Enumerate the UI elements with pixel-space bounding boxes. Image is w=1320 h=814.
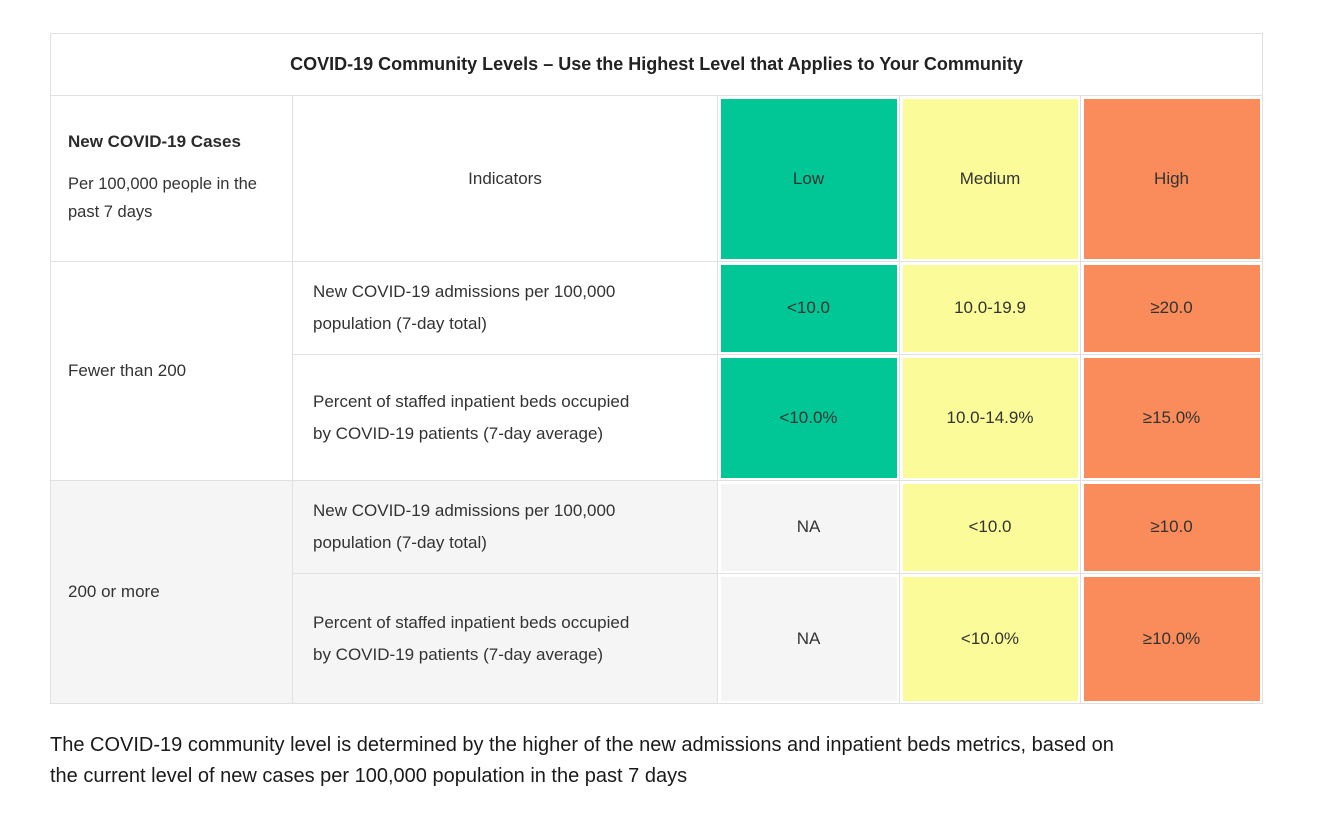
- indicator-cell: New COVID-19 admissions per 100,000 popu…: [292, 480, 718, 574]
- table-row: Percent of staffed inpatient beds occupi…: [51, 573, 1264, 704]
- community-levels-table: COVID-19 Community Levels – Use the High…: [49, 33, 1264, 704]
- indicator-text: New COVID-19 admissions per 100,000 popu…: [313, 501, 616, 552]
- cases-header-subtitle: Per 100,000 people in the past 7 days: [68, 174, 257, 221]
- cases-header-cell: New COVID-19 Cases Per 100,000 people in…: [50, 95, 293, 262]
- value-cell-medium: <10.0%: [899, 573, 1081, 704]
- indicators-header-cell: Indicators: [292, 95, 718, 262]
- table-row: Percent of staffed inpatient beds occupi…: [51, 354, 1264, 481]
- row-group-label-200-or-more: 200 or more: [50, 480, 293, 704]
- table-title: COVID-19 Community Levels – Use the High…: [49, 33, 1264, 96]
- indicator-cell: New COVID-19 admissions per 100,000 popu…: [292, 261, 718, 355]
- value-cell-high: ≥20.0: [1079, 261, 1264, 355]
- level-header-low: Low: [717, 95, 900, 262]
- value-cell-low: <10.0%: [717, 354, 900, 481]
- footnote-line-1: The COVID-19 community level is determin…: [50, 734, 1114, 756]
- indicator-cell: Percent of staffed inpatient beds occupi…: [292, 573, 718, 704]
- value-cell-medium: 10.0-14.9%: [899, 354, 1081, 481]
- footnote: The COVID-19 community level is determin…: [50, 730, 1250, 792]
- value-cell-low: <10.0: [717, 261, 900, 355]
- value-cell-low-na: NA: [717, 480, 900, 574]
- level-header-high: High: [1079, 95, 1264, 262]
- table-row: 200 or more New COVID-19 admissions per …: [50, 480, 1264, 704]
- table-header-row: New COVID-19 Cases Per 100,000 people in…: [50, 95, 1264, 262]
- value-cell-high: ≥10.0: [1079, 480, 1264, 574]
- indicator-text: Percent of staffed inpatient beds occupi…: [313, 612, 630, 664]
- table-row: Fewer than 200 New COVID-19 admissions p…: [50, 261, 1264, 481]
- indicator-text: Percent of staffed inpatient beds occupi…: [313, 391, 630, 443]
- table-title-row: COVID-19 Community Levels – Use the High…: [49, 33, 1264, 96]
- value-cell-medium: <10.0: [899, 480, 1081, 574]
- value-cell-low-na: NA: [717, 573, 900, 704]
- value-cell-high: ≥10.0%: [1079, 573, 1264, 704]
- value-cell-medium: 10.0-19.9: [899, 261, 1081, 355]
- indicator-cell: Percent of staffed inpatient beds occupi…: [292, 354, 718, 481]
- value-cell-high: ≥15.0%: [1079, 354, 1264, 481]
- level-header-medium: Medium: [899, 95, 1081, 262]
- cases-header-title: New COVID-19 Cases: [68, 131, 241, 151]
- indicator-text: New COVID-19 admissions per 100,000 popu…: [313, 282, 616, 333]
- row-group-label-fewer-than-200: Fewer than 200: [50, 261, 293, 481]
- footnote-line-2: the current level of new cases per 100,0…: [50, 765, 688, 787]
